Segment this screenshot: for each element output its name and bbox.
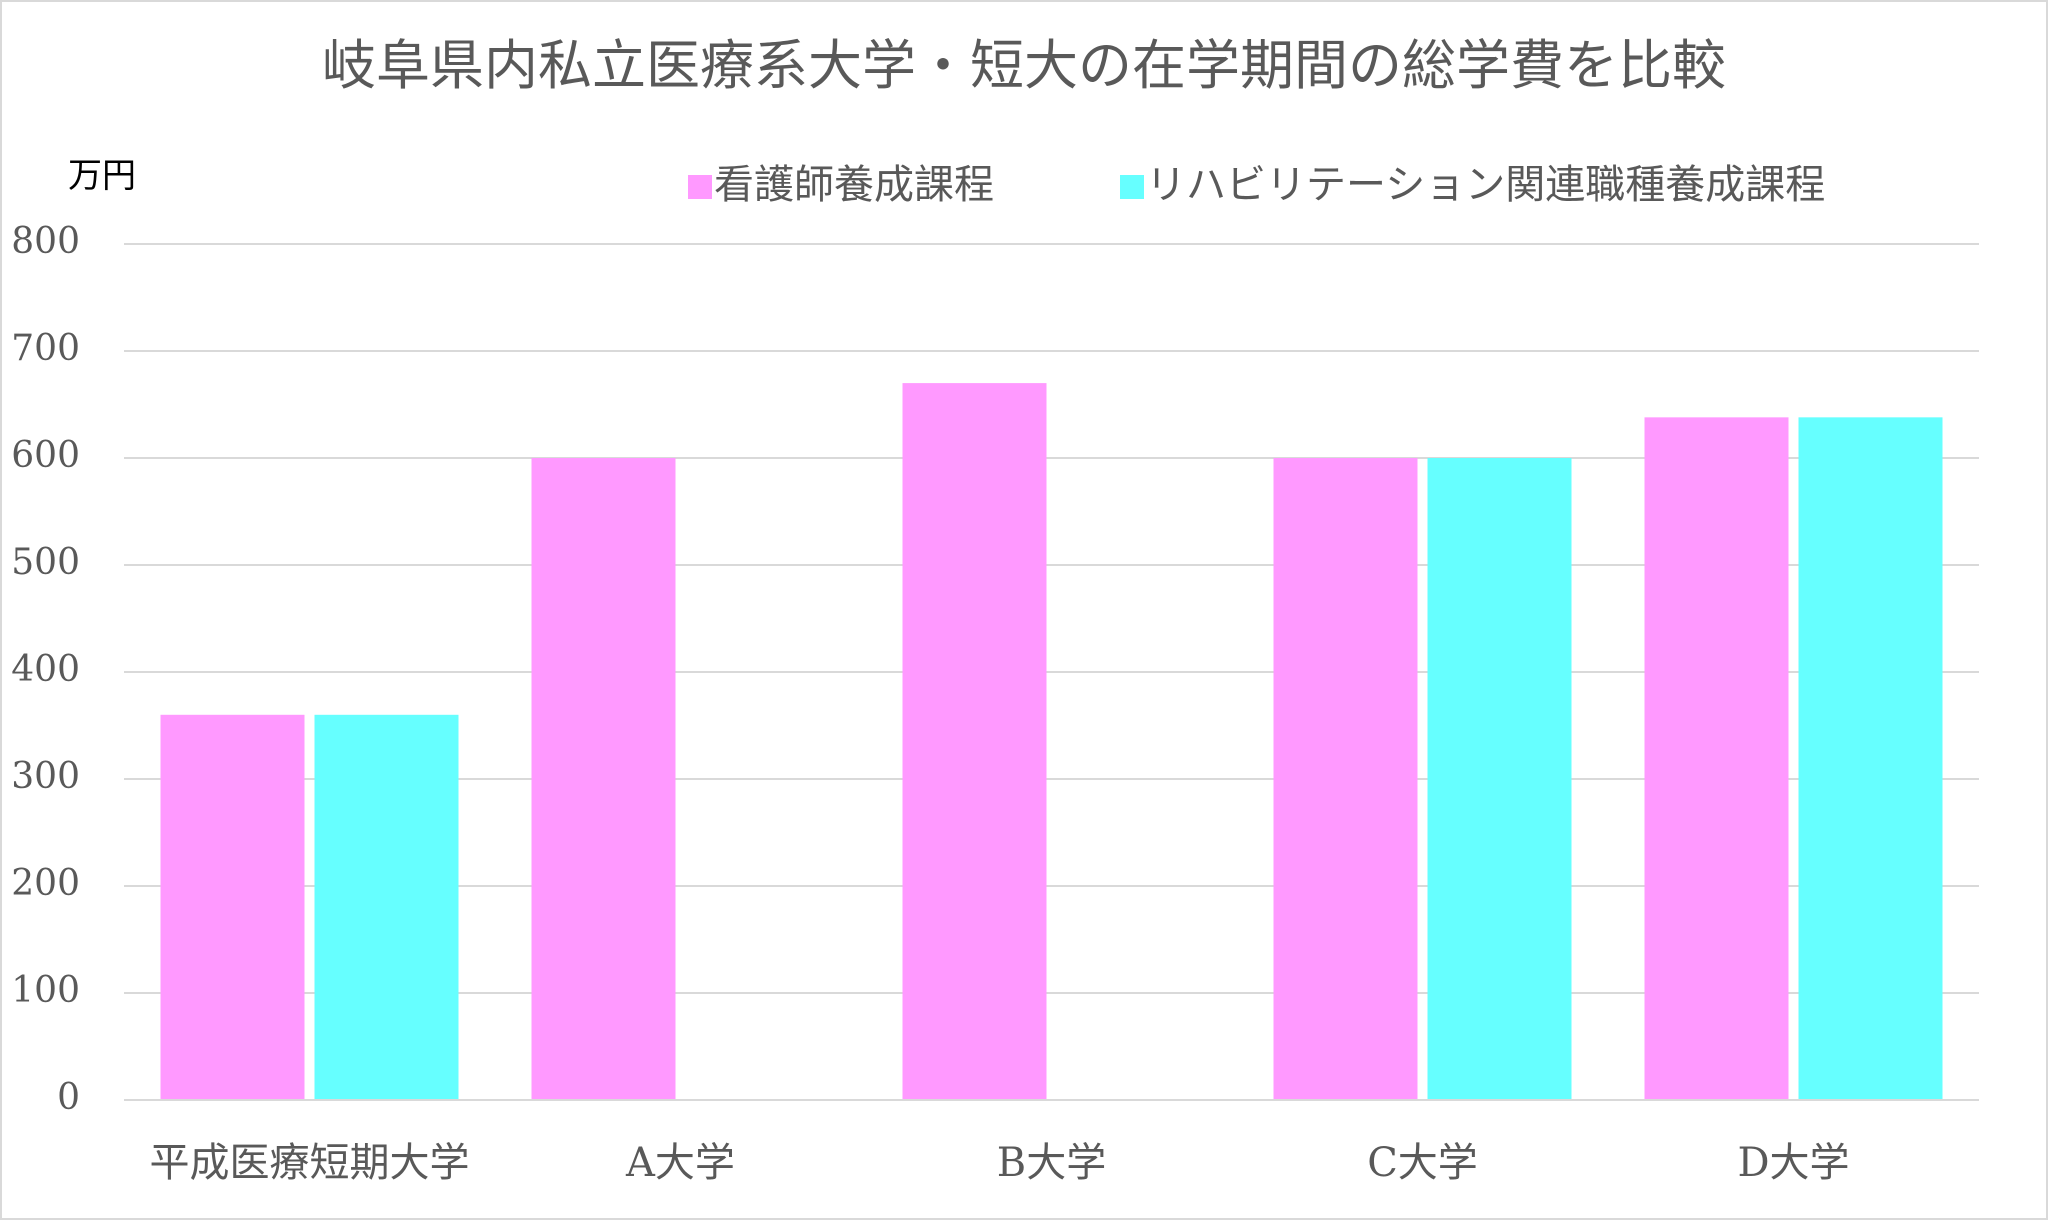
- y-unit: 万円: [68, 156, 136, 196]
- bar: [314, 714, 459, 1100]
- bar: [1798, 417, 1943, 1101]
- x-tick-label: B大学: [997, 1140, 1106, 1186]
- y-tick-label: 400: [11, 649, 80, 690]
- bar: [902, 383, 1047, 1101]
- y-tick-label: 100: [11, 970, 80, 1011]
- y-tick-label: 0: [57, 1077, 80, 1118]
- y-tick-label: 600: [11, 435, 80, 476]
- y-tick-label: 500: [11, 542, 80, 583]
- chart-title: 岐阜県内私立医療系大学・短大の在学期間の総学費を比較: [322, 34, 1726, 97]
- y-tick-label: 800: [11, 221, 80, 262]
- bar: [531, 458, 676, 1100]
- x-tick-label: D大学: [1737, 1140, 1849, 1186]
- bar: [1644, 417, 1789, 1101]
- y-tick-label: 200: [11, 863, 80, 904]
- x-tick-label: C大学: [1367, 1140, 1478, 1186]
- x-tick-label: 平成医療短期大学: [150, 1140, 470, 1186]
- y-tick-label: 300: [11, 756, 80, 797]
- legend-swatch: [1120, 175, 1144, 199]
- y-tick-label: 700: [11, 328, 80, 369]
- bar: [1273, 458, 1418, 1100]
- legend-swatch: [688, 175, 712, 199]
- legend-label: 看護師養成課程: [714, 162, 994, 208]
- x-tick-label: A大学: [625, 1140, 735, 1186]
- bar: [1427, 458, 1572, 1100]
- bar: [160, 714, 305, 1100]
- legend-label: リハビリテーション関連職種養成課程: [1146, 162, 1825, 208]
